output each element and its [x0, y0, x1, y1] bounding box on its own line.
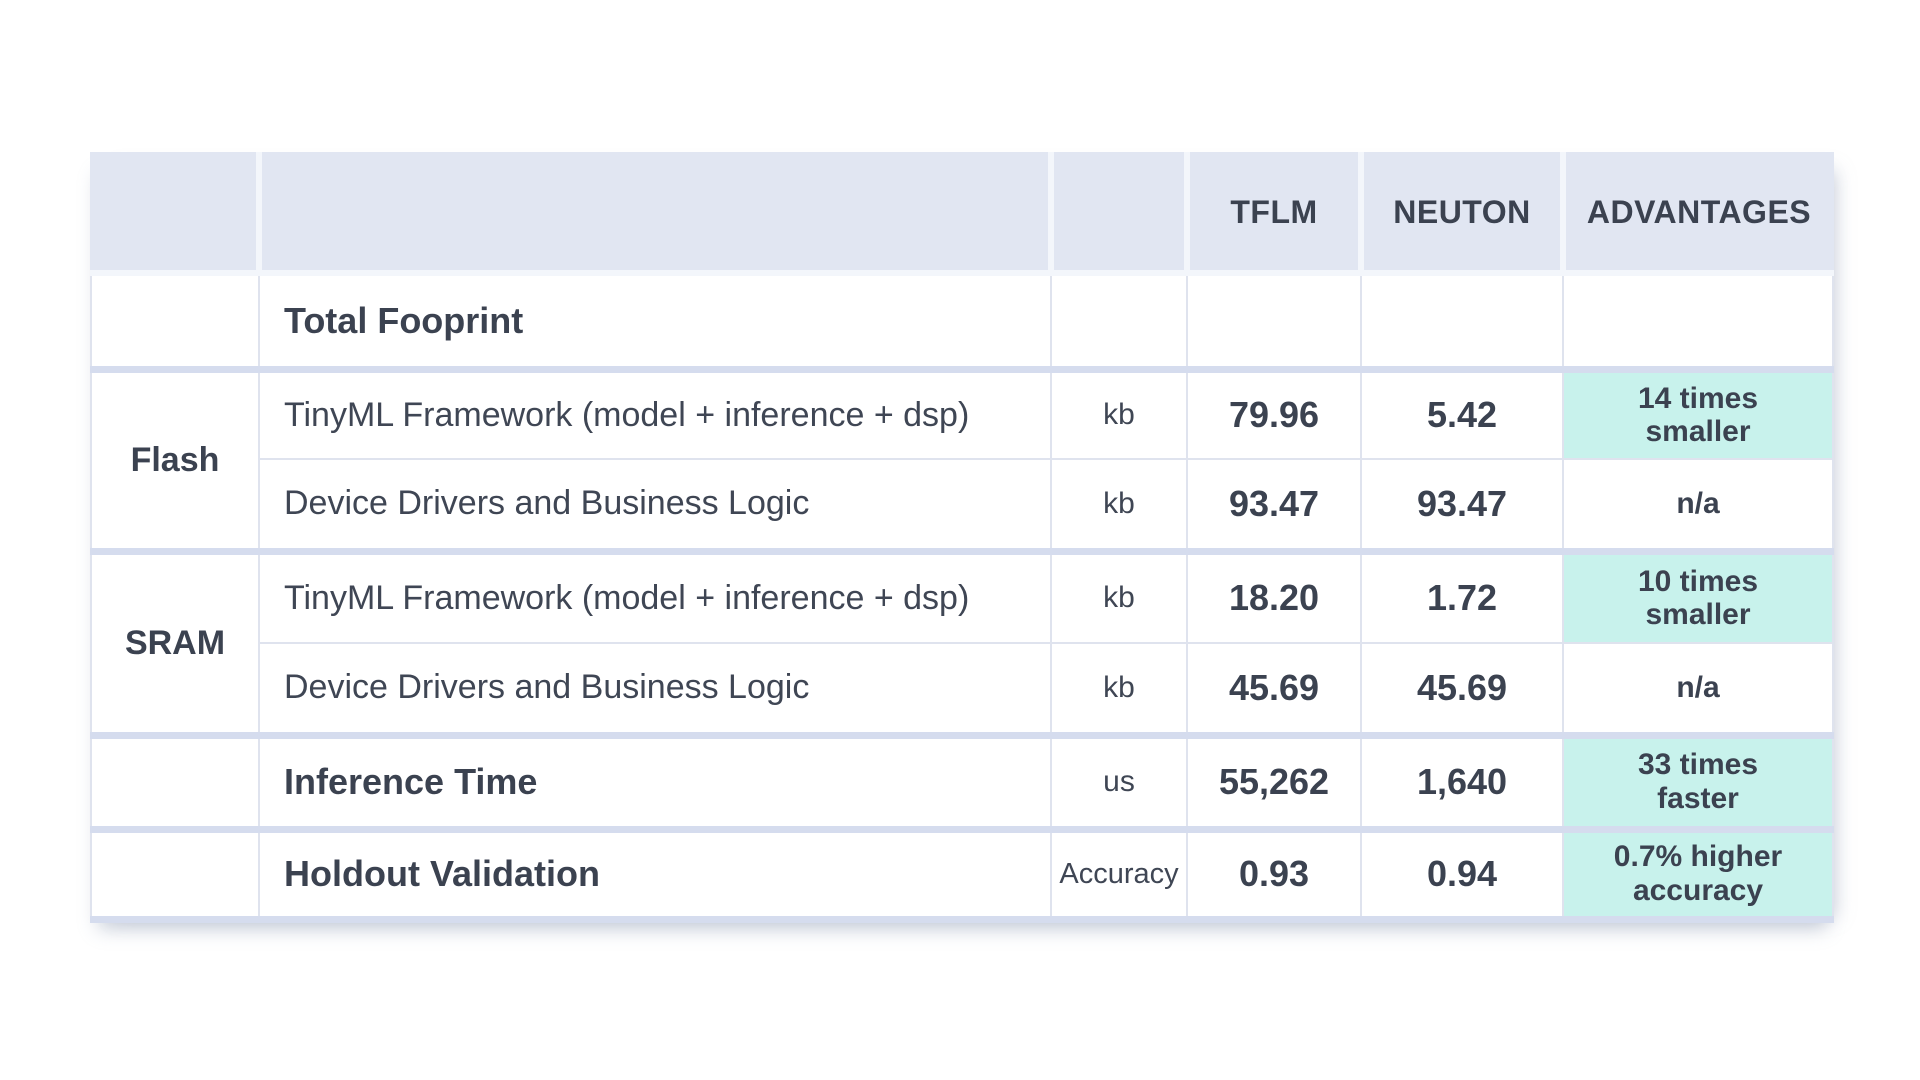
- cell-total-unit: [1050, 272, 1188, 373]
- cell-flash-drivers-neuton: 93.47: [1360, 458, 1564, 555]
- cell-sram-drivers-advantage: n/a: [1562, 642, 1834, 739]
- cell-flash-drivers-unit: kb: [1050, 458, 1188, 555]
- cell-sram-drivers-desc: Device Drivers and Business Logic: [258, 642, 1052, 739]
- header-cell-advantages: ADVANTAGES: [1560, 152, 1834, 276]
- header-cell-neuton: NEUTON: [1358, 152, 1566, 276]
- cell-flash-group-label: Flash: [90, 368, 260, 555]
- header-row: TFLM NEUTON ADVANTAGES: [90, 152, 1834, 276]
- advantage-line1: 33 times: [1637, 748, 1759, 782]
- advantage-line2: smaller: [1645, 598, 1751, 632]
- advantage-line1: 10 times: [1637, 564, 1759, 598]
- cell-flash-framework-desc: TinyML Framework (model + inference + ds…: [258, 368, 1052, 460]
- cell-sram-framework-unit: kb: [1050, 550, 1188, 644]
- cell-sram-framework-desc: TinyML Framework (model + inference + ds…: [258, 550, 1052, 644]
- cell-sram-framework-tflm: 18.20: [1186, 550, 1362, 644]
- header-cell-tflm: TFLM: [1184, 152, 1364, 276]
- cell-holdout-advantage: 0.7% higher accuracy: [1562, 828, 1834, 923]
- cell-flash-framework-tflm: 79.96: [1186, 368, 1362, 460]
- comparison-table: TFLM NEUTON ADVANTAGES Total Fooprint Fl…: [90, 152, 1834, 923]
- cell-inference-unit: us: [1050, 734, 1188, 833]
- cell-total-title: Total Fooprint: [258, 272, 1052, 373]
- cell-total-advantage: [1562, 272, 1834, 373]
- row-total-footprint: Total Fooprint: [90, 272, 1834, 373]
- advantage-line2: accuracy: [1632, 874, 1764, 907]
- cell-sram-framework-neuton: 1.72: [1360, 550, 1564, 644]
- cell-inference-group: [90, 734, 260, 833]
- row-flash-framework: Flash TinyML Framework (model + inferenc…: [90, 368, 1834, 555]
- row-sram-framework: SRAM TinyML Framework (model + inference…: [90, 550, 1834, 739]
- cell-inference-neuton: 1,640: [1360, 734, 1564, 833]
- cell-holdout-group: [90, 828, 260, 923]
- cell-flash-drivers-advantage: n/a: [1562, 458, 1834, 555]
- cell-holdout-tflm: 0.93: [1186, 828, 1362, 923]
- row-inference-time: Inference Time us 55,262 1,640 33 times …: [90, 734, 1834, 833]
- header-cell-description: [256, 152, 1054, 276]
- row-flash-drivers: Device Drivers and Business Logic kb 93.…: [91, 458, 1834, 555]
- advantage-line2: smaller: [1645, 415, 1751, 449]
- cell-sram-drivers-unit: kb: [1050, 642, 1188, 739]
- cell-flash-drivers-tflm: 93.47: [1186, 458, 1362, 555]
- cell-sram-group-label: SRAM: [90, 550, 260, 739]
- row-holdout-validation: Holdout Validation Accuracy 0.93 0.94 0.…: [90, 828, 1834, 923]
- cell-total-tflm: [1186, 272, 1362, 373]
- advantage-line1: n/a: [1676, 670, 1720, 704]
- advantage-line1: n/a: [1676, 486, 1720, 520]
- advantage-line1: 14 times: [1637, 381, 1759, 415]
- cell-flash-framework-advantage: 14 times smaller: [1562, 368, 1834, 460]
- row-sram-drivers: Device Drivers and Business Logic kb 45.…: [91, 642, 1834, 739]
- cell-holdout-unit: Accuracy: [1050, 828, 1188, 923]
- cell-holdout-neuton: 0.94: [1360, 828, 1564, 923]
- cell-flash-framework-unit: kb: [1050, 368, 1188, 460]
- cell-total-neuton: [1360, 272, 1564, 373]
- cell-sram-drivers-tflm: 45.69: [1186, 642, 1362, 739]
- header-cell-group: [90, 152, 262, 276]
- cell-flash-drivers-desc: Device Drivers and Business Logic: [258, 458, 1052, 555]
- cell-sram-drivers-neuton: 45.69: [1360, 642, 1564, 739]
- advantage-line2: faster: [1657, 782, 1739, 815]
- cell-flash-framework-neuton: 5.42: [1360, 368, 1564, 460]
- cell-sram-framework-advantage: 10 times smaller: [1562, 550, 1834, 644]
- cell-inference-tflm: 55,262: [1186, 734, 1362, 833]
- cell-total-group: [90, 272, 260, 373]
- cell-inference-title: Inference Time: [258, 734, 1052, 833]
- header-cell-unit: [1048, 152, 1190, 276]
- cell-holdout-title: Holdout Validation: [258, 828, 1052, 923]
- cell-inference-advantage: 33 times faster: [1562, 734, 1834, 833]
- advantage-line1: 0.7% higher: [1613, 840, 1783, 874]
